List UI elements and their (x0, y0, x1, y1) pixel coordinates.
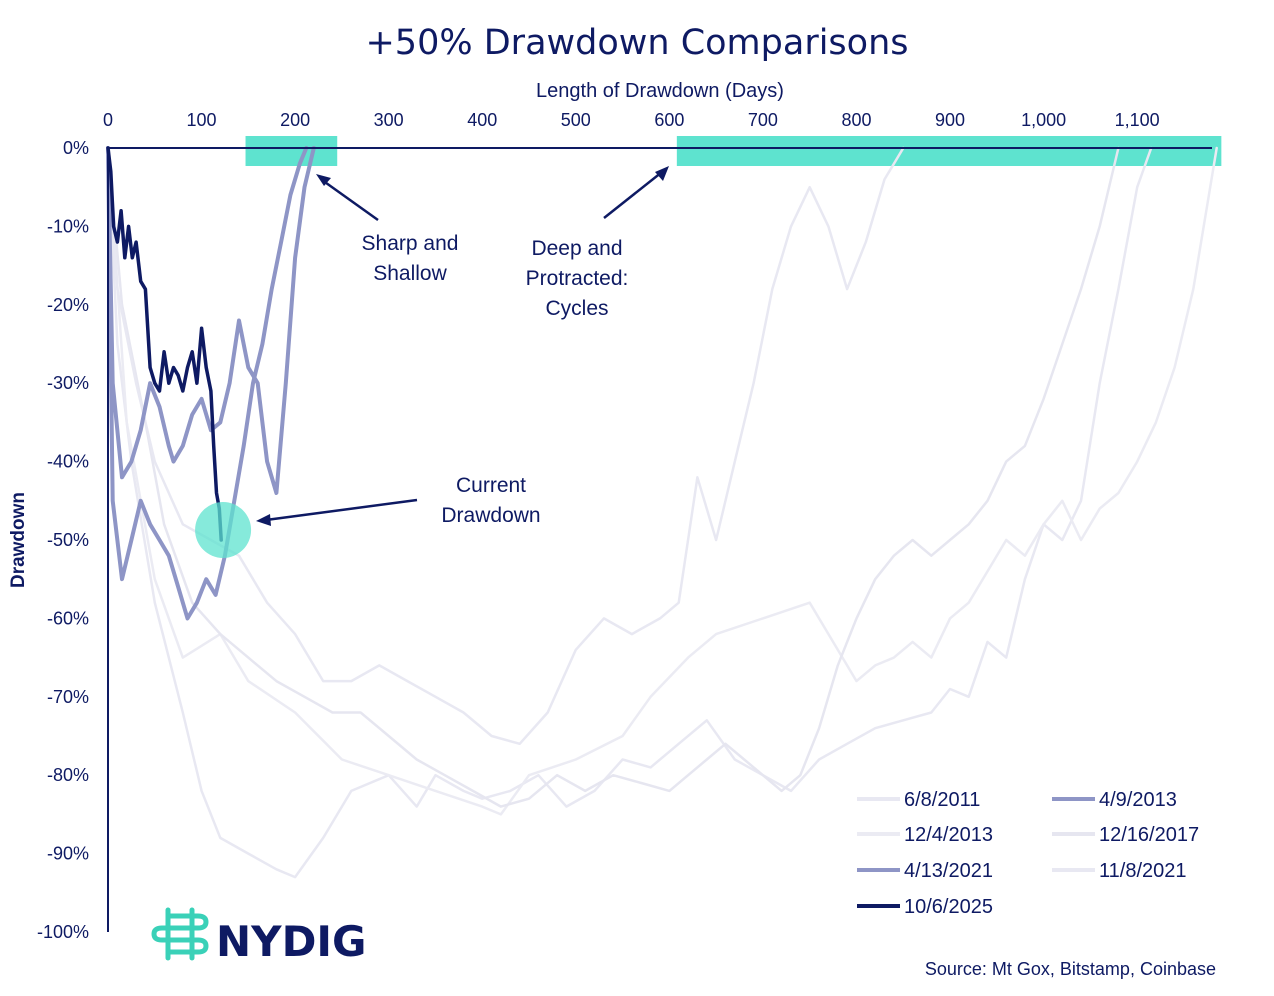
annotation-sharp-shallow: Sharp and Shallow (316, 174, 458, 285)
x-tick-label: 900 (935, 110, 965, 130)
series-line-10-6-2025 (106, 146, 223, 542)
series-line-4-9-2013 (106, 146, 309, 621)
x-tick-label: 300 (374, 110, 404, 130)
legend-label-2011: 6/8/2011 (904, 789, 980, 811)
legend-label-2025: 10/6/2025 (904, 896, 993, 918)
annotation-sharp-arrow (321, 178, 379, 222)
x-axis-label: Length of Drawdown (Days) (536, 80, 784, 102)
x-tick-labels: 0 100 200 300 400 500 600 700 800 900 1,000 1,100 (103, 110, 1160, 130)
highlight-layer (245, 136, 1222, 166)
x-tick-label: 100 (187, 110, 217, 130)
x-tick-label: 800 (841, 110, 871, 130)
y-tick-label: -90% (47, 844, 89, 864)
axes (107, 147, 1212, 932)
series-line-6-8-2011 (106, 146, 1153, 879)
x-tick-label: 400 (467, 110, 497, 130)
legend-label-2021b: 11/8/2021 (1099, 860, 1187, 882)
x-tick-label: 600 (654, 110, 684, 130)
y-tick-labels: 0% -10% -20% -30% -40% -50% -60% -70% -80% -90% -1… (37, 138, 89, 942)
annotation-deep-arrow (603, 171, 663, 219)
x-tick-label: 1,100 (1115, 110, 1160, 130)
chart-title: +50% Drawdown Comparisons (365, 23, 908, 63)
y-tick-label: -50% (47, 530, 89, 550)
annotation-sharp-line2: Shallow (373, 262, 447, 285)
annotation-current-line1: Current (456, 474, 526, 497)
current-drawdown-circle (195, 502, 252, 558)
highlight-band-2 (676, 136, 1222, 166)
y-tick-label: 0% (63, 138, 89, 158)
series-line-11-8-2021 (106, 146, 905, 746)
series-layer (106, 146, 1218, 879)
y-tick-label: -80% (47, 765, 89, 785)
x-tick-label: 700 (748, 110, 778, 130)
annotation-current-line2: Drawdown (441, 504, 540, 527)
legend-label-2013a: 4/9/2013 (1099, 789, 1177, 811)
x-tick-label: 0 (103, 110, 113, 130)
x-tick-label: 500 (561, 110, 591, 130)
x-tick-label: 1,000 (1021, 110, 1066, 130)
series-line-4-13-2021 (106, 146, 316, 495)
x-tick-label: 200 (280, 110, 310, 130)
logo-mark-icon (151, 907, 209, 961)
y-tick-label: -10% (47, 216, 89, 236)
annotation-deep-arrowhead (655, 166, 669, 181)
y-axis-label: Drawdown (8, 492, 29, 588)
y-tick-label: -60% (47, 608, 89, 628)
annotation-deep-line1: Deep and (531, 237, 622, 260)
nydig-logo: NYDIG (151, 907, 367, 966)
series-line-12-4-2013 (106, 146, 1218, 816)
legend-label-2021a: 4/13/2021 (904, 860, 993, 882)
logo-text: NYDIG (216, 917, 367, 966)
annotation-sharp-arrowhead (316, 174, 331, 186)
annotation-current-drawdown: Current Drawdown (256, 474, 541, 527)
legend: 6/8/2011 4/9/2013 12/4/2013 12/16/2017 4… (857, 789, 1199, 918)
current-drawdown-highlight (195, 502, 252, 558)
y-tick-label: -20% (47, 295, 89, 315)
y-tick-label: -30% (47, 373, 89, 393)
y-tick-label: -70% (47, 687, 89, 707)
annotation-current-arrow (265, 498, 418, 522)
legend-label-2013b: 12/4/2013 (904, 824, 993, 846)
annotation-sharp-line1: Sharp and (362, 232, 459, 255)
series-line-12-16-2017 (106, 146, 1120, 808)
annotation-current-arrowhead (256, 514, 271, 526)
annotation-deep-line2: Protracted: (526, 267, 629, 290)
y-tick-label: -40% (47, 452, 89, 472)
source-note: Source: Mt Gox, Bitstamp, Coinbase (925, 959, 1216, 979)
y-tick-label: -100% (37, 922, 89, 942)
highlight-band-1 (245, 136, 338, 166)
annotation-deep-protracted: Deep and Protracted: Cycles (526, 166, 669, 320)
annotation-deep-line3: Cycles (545, 297, 608, 320)
legend-label-2017: 12/16/2017 (1099, 824, 1199, 846)
